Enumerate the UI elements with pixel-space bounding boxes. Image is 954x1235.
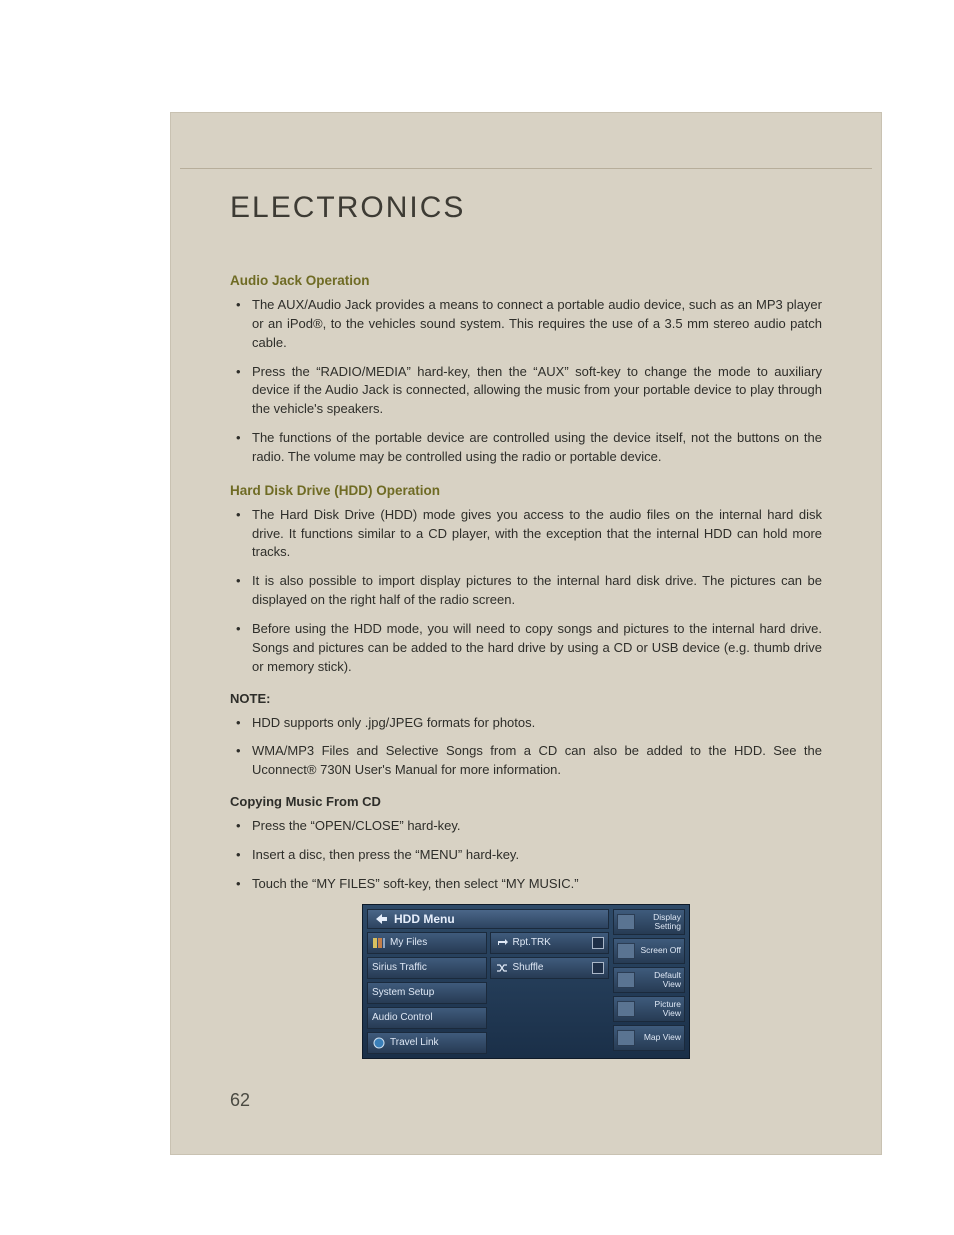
- hdd-btn-label: Sirius Traffic: [372, 962, 427, 973]
- page-number: 62: [230, 1090, 250, 1111]
- bullets-audio-jack: The AUX/Audio Jack provides a means to c…: [230, 296, 822, 467]
- bullets-note: HDD supports only .jpg/JPEG formats for …: [230, 714, 822, 781]
- bullet-item: Insert a disc, then press the “MENU” har…: [230, 846, 822, 865]
- checkbox-icon: [592, 937, 604, 949]
- hdd-btn-label: Rpt.TRK: [513, 937, 551, 948]
- bullet-item: WMA/MP3 Files and Selective Songs from a…: [230, 742, 822, 780]
- hdd-menu-sidebar: Display Setting Screen Off Default View …: [613, 909, 685, 1054]
- back-arrow-icon: [372, 913, 390, 925]
- bullet-item: Press the “OPEN/CLOSE” hard-key.: [230, 817, 822, 836]
- bullet-item: The Hard Disk Drive (HDD) mode gives you…: [230, 506, 822, 563]
- hdd-menu-col-left: My Files Sirius Traffic System Setup Aud…: [367, 932, 487, 1054]
- bullet-item: The functions of the portable device are…: [230, 429, 822, 467]
- hdd-side-default-view: Default View: [613, 967, 685, 993]
- hdd-menu-figure: HDD Menu My Files Sirius Traffic: [362, 904, 690, 1059]
- page-content: ELECTRONICS Audio Jack Operation The AUX…: [170, 113, 882, 1059]
- display-icon: [617, 914, 635, 930]
- heading-hdd: Hard Disk Drive (HDD) Operation: [230, 483, 822, 498]
- hdd-side-display-setting: Display Setting: [613, 909, 685, 935]
- hdd-side-label: Picture View: [639, 1000, 681, 1018]
- bullet-item: Press the “RADIO/MEDIA” hard-key, then t…: [230, 363, 822, 420]
- repeat-icon: [495, 938, 509, 948]
- hdd-side-label: Default View: [639, 971, 681, 989]
- heading-note: NOTE:: [230, 691, 822, 706]
- heading-audio-jack: Audio Jack Operation: [230, 273, 822, 288]
- hdd-side-label: Display Setting: [639, 913, 681, 931]
- page-outer: ELECTRONICS Audio Jack Operation The AUX…: [0, 0, 954, 1235]
- document-page: ELECTRONICS Audio Jack Operation The AUX…: [170, 112, 882, 1155]
- hdd-menu-title: HDD Menu: [394, 912, 455, 926]
- hdd-btn-my-files: My Files: [367, 932, 487, 954]
- hdd-btn-label: Travel Link: [390, 1037, 439, 1048]
- hdd-btn-sirius-traffic: Sirius Traffic: [367, 957, 487, 979]
- files-icon: [372, 937, 386, 949]
- hdd-menu-left: HDD Menu My Files Sirius Traffic: [367, 909, 609, 1054]
- globe-icon: [372, 1037, 386, 1049]
- bullet-item: HDD supports only .jpg/JPEG formats for …: [230, 714, 822, 733]
- hdd-side-label: Map View: [639, 1033, 681, 1042]
- hdd-menu-col-right: Rpt.TRK Shuffle: [490, 932, 610, 1054]
- hdd-side-screen-off: Screen Off: [613, 938, 685, 964]
- hdd-btn-rpt-trk: Rpt.TRK: [490, 932, 610, 954]
- hdd-side-label: Screen Off: [639, 946, 681, 955]
- hdd-side-picture-view: Picture View: [613, 996, 685, 1022]
- hdd-btn-label: System Setup: [372, 987, 434, 998]
- hdd-btn-label: Shuffle: [513, 962, 544, 973]
- bullet-item: The AUX/Audio Jack provides a means to c…: [230, 296, 822, 353]
- checkbox-icon: [592, 962, 604, 974]
- hdd-btn-shuffle: Shuffle: [490, 957, 610, 979]
- bullets-copying: Press the “OPEN/CLOSE” hard-key. Insert …: [230, 817, 822, 894]
- screen-off-icon: [617, 943, 635, 959]
- hdd-btn-travel-link: Travel Link: [367, 1032, 487, 1054]
- bullet-item: It is also possible to import display pi…: [230, 572, 822, 610]
- picture-view-icon: [617, 1001, 635, 1017]
- hdd-btn-system-setup: System Setup: [367, 982, 487, 1004]
- hdd-side-map-view: Map View: [613, 1025, 685, 1051]
- default-view-icon: [617, 972, 635, 988]
- bullets-hdd: The Hard Disk Drive (HDD) mode gives you…: [230, 506, 822, 677]
- top-rule: [180, 168, 872, 169]
- heading-copying: Copying Music From CD: [230, 794, 822, 809]
- hdd-menu-columns: My Files Sirius Traffic System Setup Aud…: [367, 932, 609, 1054]
- hdd-btn-label: Audio Control: [372, 1012, 433, 1023]
- hdd-btn-audio-control: Audio Control: [367, 1007, 487, 1029]
- hdd-btn-label: My Files: [390, 937, 427, 948]
- shuffle-icon: [495, 963, 509, 973]
- section-title: ELECTRONICS: [230, 191, 822, 225]
- bullet-item: Touch the “MY FILES” soft-key, then sele…: [230, 875, 822, 894]
- map-view-icon: [617, 1030, 635, 1046]
- hdd-menu-titlebar: HDD Menu: [367, 909, 609, 929]
- bullet-item: Before using the HDD mode, you will need…: [230, 620, 822, 677]
